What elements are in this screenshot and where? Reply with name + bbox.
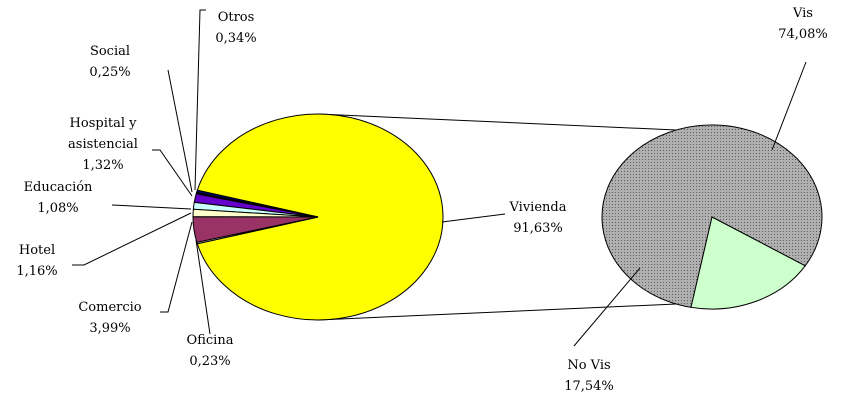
value-label: 91,63% [513,221,563,236]
category-label: Vivienda [509,200,567,215]
data-label: Otros 0,34% [215,7,256,49]
leader-line [195,239,211,335]
connector-line [317,302,699,321]
connector-line [317,113,699,132]
category-label: Vis [792,6,813,21]
pie-slice [690,216,806,310]
category-label: Comercio [78,300,142,315]
data-label: Social 0,25% [89,41,130,83]
value-label: 17,54% [564,379,614,394]
leader-line [72,212,192,266]
value-label: 1,32% [82,158,124,173]
value-label: 0,25% [89,65,131,80]
leader-line [111,204,192,210]
category-label: Oficina [186,333,234,348]
connectors [317,113,699,321]
leader-line [152,149,193,197]
value-label: 3,99% [89,321,131,336]
value-label: 1,16% [16,264,58,279]
data-label: Hotel 1,16% [16,240,57,282]
leader-line [160,221,193,313]
leader-line [771,61,807,151]
category-label: Otros [217,10,255,25]
data-label: Vis 74,08% [778,3,828,45]
data-label: No Vis 17,54% [564,355,614,397]
value-label: 74,08% [778,27,828,42]
data-label: Oficina 0,23% [187,330,234,372]
category-label: Educación [23,180,93,195]
leader-line [167,69,193,193]
data-label: Comercio 3,99% [78,297,141,339]
category-label: Hotel [18,243,56,258]
value-label: 0,23% [189,354,231,369]
pie-slice [196,113,444,321]
value-label: 0,34% [215,31,257,46]
leader-lines [72,9,807,347]
leader-line [441,213,506,223]
data-label: Hospital y asistencial 1,32% [48,113,158,176]
category-label: Social [89,44,131,59]
pie-slice [601,124,823,308]
value-label: 1,08% [37,201,79,216]
leader-line [194,9,206,191]
data-label: Educación 1,08% [24,177,93,219]
leader-line [573,267,641,347]
category-label: No Vis [567,358,611,373]
data-label: Vivienda 91,63% [510,197,567,239]
category-label: Hospital y asistencial [68,116,138,152]
